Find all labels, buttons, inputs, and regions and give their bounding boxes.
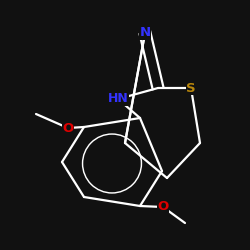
- Text: S: S: [186, 82, 196, 94]
- Text: N: N: [140, 26, 150, 40]
- Text: O: O: [62, 122, 74, 134]
- Text: O: O: [158, 200, 168, 213]
- Text: HN: HN: [108, 92, 128, 106]
